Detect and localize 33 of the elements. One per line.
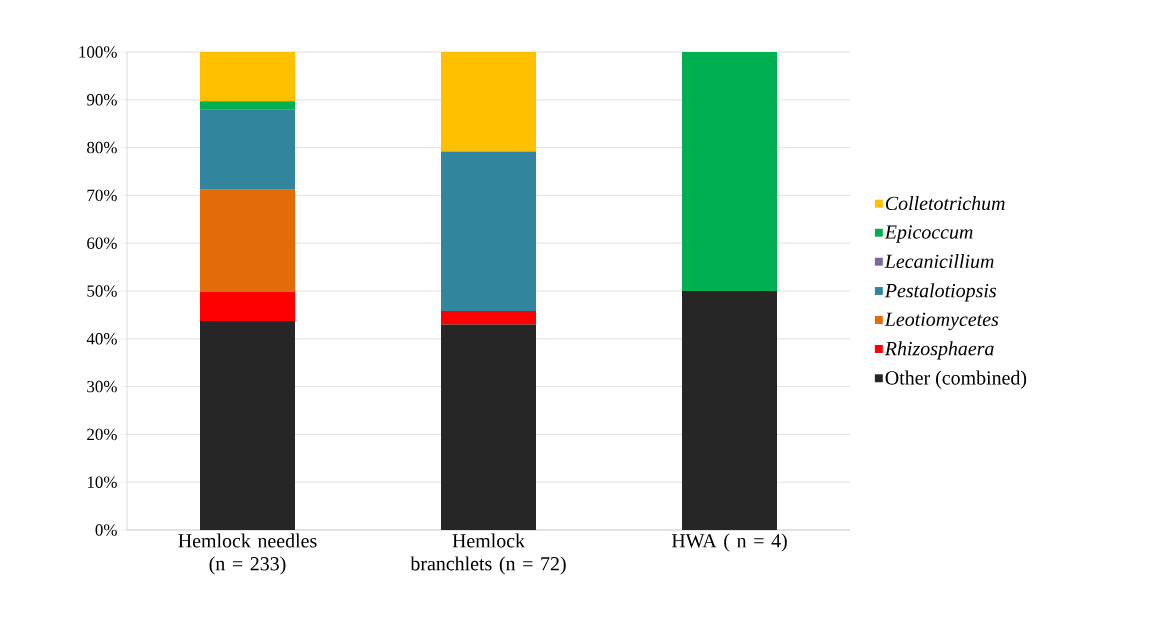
bar: [200, 321, 295, 530]
legend-label: Colletotrichum: [885, 196, 1005, 211]
bar: [200, 109, 295, 190]
bar: [441, 324, 536, 530]
y-tick-label: 70%: [87, 189, 117, 202]
y-tick-label: 50%: [87, 285, 117, 297]
y-tick-label: 0%: [95, 524, 117, 536]
legend-label: Leotiomycetes: [884, 312, 999, 331]
y-tick-label: 10%: [87, 476, 117, 488]
legend-label: Lecanicillium: [884, 254, 994, 269]
legend-label: Epicoccum: [884, 225, 973, 243]
y-tick-label: 20%: [87, 428, 117, 441]
legend-label: Other (combined): [885, 370, 1027, 389]
y-tick-label: 80%: [87, 141, 117, 154]
y-tick-label: 90%: [86, 94, 117, 106]
bar: [200, 291, 295, 322]
bar: [682, 291, 778, 530]
bar: [200, 189, 295, 292]
y-tick-label: 30%: [87, 380, 117, 393]
bar: [682, 52, 778, 291]
y-tick-label: 60%: [87, 237, 117, 249]
bar: [441, 52, 536, 152]
bar: [441, 311, 536, 325]
y-tick-label: 40%: [86, 333, 117, 345]
y-tick-label: 100%: [79, 46, 117, 58]
bar: [441, 151, 536, 312]
x-tick-label: Hemlock needles (n = 233): [178, 533, 317, 575]
legend-label: Rhizosphaera: [884, 341, 994, 360]
bar: [200, 52, 295, 102]
bar: [200, 101, 295, 110]
x-tick-label: HWA ( n = 4): [671, 533, 787, 552]
x-tick-label: Hemlock branchlets (n = 72): [410, 533, 566, 575]
legend-label: Pestalotiopsis: [884, 283, 997, 302]
